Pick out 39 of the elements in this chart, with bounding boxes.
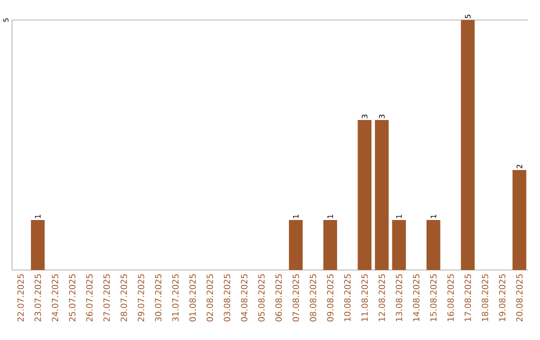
x-tick-label: 18.08.2025 (482, 274, 488, 322)
bar (323, 220, 338, 270)
x-tick-label: 15.08.2025 (430, 274, 437, 322)
bar (30, 220, 45, 270)
x-tick-label: 10.08.2025 (344, 274, 351, 322)
bar (358, 120, 372, 270)
x-tick-label: 01.08.2025 (189, 274, 196, 322)
x-tick-label: 02.08.2025 (206, 274, 214, 322)
x-tick-label: 07.08.2025 (292, 274, 300, 322)
bar (512, 170, 526, 270)
x-tick-label: 30.07.2025 (155, 274, 162, 322)
x-tick-label: 31.07.2025 (172, 274, 179, 322)
x-tick-label: 25.07.2025 (69, 274, 76, 322)
x-tick-label: 12.08.2025 (378, 274, 386, 322)
bar (426, 220, 440, 270)
bar (460, 20, 475, 270)
x-tick-label: 29.07.2025 (138, 274, 144, 322)
x-tick-label: 05.08.2025 (258, 274, 265, 322)
bar (392, 220, 406, 270)
x-tick-label: 09.08.2025 (327, 274, 334, 322)
x-tick-label: 11.08.2025 (361, 274, 368, 322)
x-tick-label: 08.08.2025 (310, 274, 316, 322)
x-tick-label: 24.07.2025 (52, 274, 58, 322)
x-tick-label: 06.08.2025 (275, 274, 282, 322)
x-tick-label: 22.07.2025 (17, 274, 24, 322)
x-tick-label: 16.08.2025 (447, 274, 454, 322)
x-tick-label: 28.07.2025 (120, 274, 128, 322)
x-tick-label: 27.07.2025 (103, 274, 110, 322)
x-tick-label: 19.08.2025 (499, 274, 506, 322)
x-tick-label: 03.08.2025 (224, 274, 230, 322)
x-tick-label: 20.08.2025 (516, 274, 523, 322)
x-tick-label: 14.08.2025 (413, 274, 420, 322)
x-tick-label: 17.08.2025 (464, 274, 472, 322)
x-tick-label: 13.08.2025 (396, 274, 402, 322)
x-tick-label: 23.07.2025 (34, 274, 42, 322)
x-tick-label: 04.08.2025 (241, 274, 248, 322)
bar (374, 120, 389, 270)
x-tick-label: 26.07.2025 (86, 274, 93, 322)
bar (288, 220, 303, 270)
